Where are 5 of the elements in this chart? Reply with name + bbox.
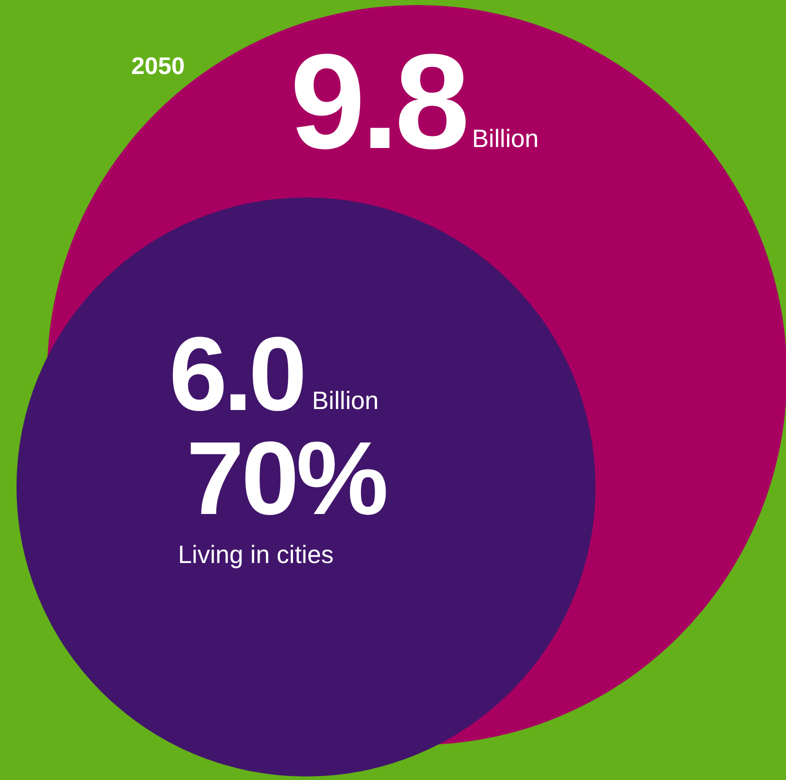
category-label: Living in cities bbox=[178, 541, 334, 569]
text: 2050 bbox=[131, 53, 185, 80]
text: Billion bbox=[472, 125, 539, 153]
text: Billion bbox=[312, 387, 379, 415]
data-label: 9.8 bbox=[290, 26, 466, 177]
